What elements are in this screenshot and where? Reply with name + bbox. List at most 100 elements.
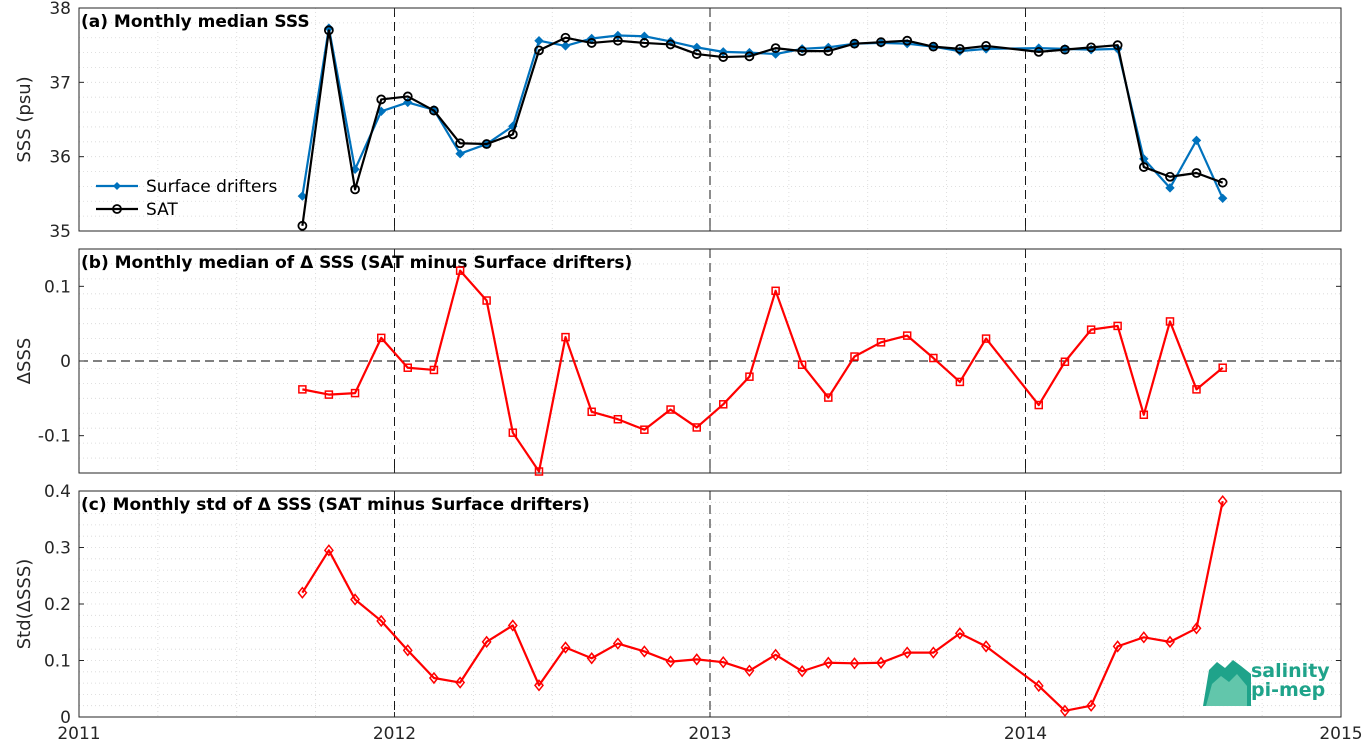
- delta-sss-point: [876, 338, 886, 347]
- std-delta-sss-point: [376, 614, 387, 628]
- std-delta-sss-point: [350, 593, 361, 606]
- std-delta-sss-point: [665, 655, 676, 668]
- sat-point: [429, 105, 439, 116]
- std-delta-sss-point: [428, 671, 439, 685]
- delta-sss-point: [429, 365, 439, 375]
- delta-sss-point: [1060, 357, 1070, 366]
- delta-sss-point: [902, 331, 912, 340]
- sat-point: [1033, 46, 1044, 57]
- std-delta-sss-point: [1138, 631, 1149, 644]
- delta-sss-point: [850, 352, 859, 361]
- std-delta-sss-point: [876, 656, 886, 669]
- sat-point: [981, 41, 991, 51]
- salinity-pi-mep-logo: salinity pi-mep: [1203, 660, 1330, 706]
- delta-sss-point: [613, 414, 623, 424]
- std-delta-sss-point: [770, 648, 781, 662]
- delta-sss-point: [298, 385, 307, 394]
- logo-text-pi-mep: pi-mep: [1251, 679, 1325, 701]
- std-delta-sss-point: [534, 679, 544, 692]
- std-delta-sss-point: [1112, 640, 1123, 653]
- delta-sss-point: [376, 333, 386, 343]
- std-delta-sss-point: [481, 635, 492, 649]
- panel-b-monthly-median-delta-sss: -0.1 0 0.1 ΔSSS (b) Monthly median of Δ SSS …: [14, 248, 1342, 476]
- delta-sss-point: [561, 332, 570, 342]
- sat-point: [402, 91, 413, 102]
- x-tick-label: 2014: [1004, 724, 1047, 744]
- y-axis-label: ΔSSS: [14, 338, 35, 385]
- std-delta-sss-point: [1217, 494, 1228, 508]
- sat-point: [902, 35, 913, 46]
- x-tick-label: 2013: [688, 724, 731, 744]
- delta-sss-point: [1218, 363, 1227, 372]
- y-tick-label: 38: [49, 0, 71, 19]
- x-tick-label: 2015: [1319, 724, 1362, 744]
- sat-point: [1217, 177, 1228, 188]
- std-delta-sss-point: [954, 627, 965, 640]
- sat-point: [1060, 44, 1070, 55]
- std-delta-sss-point: [928, 646, 939, 659]
- y-axis-label: SSS (psu): [14, 76, 35, 162]
- std-delta-sss-point: [797, 665, 808, 678]
- sat-point: [350, 184, 360, 195]
- delta-sss-point: [1192, 385, 1201, 394]
- std-delta-sss-point: [402, 644, 413, 657]
- surface-drifters-point: [1165, 183, 1175, 193]
- x-tick-label: 2011: [57, 724, 100, 744]
- x-tick-label: 2012: [373, 724, 416, 744]
- y-tick-label: 0.1: [44, 652, 71, 672]
- std-delta-sss-point: [1165, 635, 1175, 649]
- logo-wave-highlight: [1206, 674, 1247, 706]
- y-tick-label: 0.4: [44, 482, 71, 502]
- delta-sss-point: [929, 353, 938, 363]
- surface-drifters-point: [455, 148, 465, 159]
- delta-sss-point: [1165, 317, 1175, 326]
- sat-point: [665, 39, 676, 50]
- sat-point: [1112, 40, 1123, 51]
- delta-sss-point: [771, 286, 780, 296]
- std-delta-sss-point: [718, 655, 729, 669]
- std-delta-sss-point: [323, 544, 334, 557]
- delta-sss-point: [640, 425, 649, 434]
- delta-sss-point: [587, 407, 596, 417]
- surface-drifters-point: [639, 31, 650, 41]
- sat-point: [455, 138, 466, 149]
- legend-marker: [113, 182, 121, 190]
- sat-point: [770, 43, 781, 54]
- std-delta-sss-point: [560, 641, 571, 654]
- sat-line: [301, 29, 1224, 226]
- delta-sss-point: [797, 360, 807, 369]
- surface-drifters-point: [718, 47, 728, 57]
- std-delta-sss-point: [691, 653, 702, 666]
- series-line: [302, 269, 1224, 473]
- std-delta-sss-point: [639, 645, 650, 658]
- legend-label: SAT: [146, 200, 178, 220]
- sat-point: [481, 139, 492, 149]
- surface-drifters-point: [1217, 193, 1228, 204]
- legend-marker: [112, 204, 122, 214]
- y-tick-label: 0: [60, 352, 71, 372]
- sat-point: [691, 49, 702, 59]
- panel-title: (a) Monthly median SSS: [81, 12, 310, 32]
- surface-drifters-point: [297, 191, 308, 201]
- logo-text-salinity: salinity: [1251, 660, 1330, 682]
- delta-sss-point: [1034, 400, 1044, 410]
- delta-sss-point: [1113, 321, 1122, 331]
- surface-drifters-point: [692, 42, 702, 53]
- std-delta-sss-point: [1033, 679, 1044, 693]
- delta-sss-point: [719, 400, 728, 409]
- sat-point: [297, 220, 308, 231]
- y-tick-label: 35: [49, 222, 71, 242]
- sat-point: [744, 51, 755, 62]
- std-delta-sss-point: [612, 637, 623, 650]
- panel-title: (b) Monthly median of Δ SSS (SAT minus S…: [81, 253, 632, 273]
- sat-point: [586, 38, 597, 48]
- sat-point: [560, 32, 571, 43]
- sat-point: [612, 35, 623, 46]
- panel-title: (c) Monthly std of Δ SSS (SAT minus Surf…: [81, 495, 590, 515]
- sat-point: [1138, 162, 1149, 172]
- panel-c-monthly-std-delta-sss: 0 0.1 0.2 0.3 0.4 2011 2012 2013 2014 2015 Std(ΔSS…: [14, 482, 1363, 744]
- std-delta-sss-point: [823, 656, 834, 669]
- y-tick-label: 0.1: [44, 277, 71, 297]
- sat-point: [323, 25, 334, 36]
